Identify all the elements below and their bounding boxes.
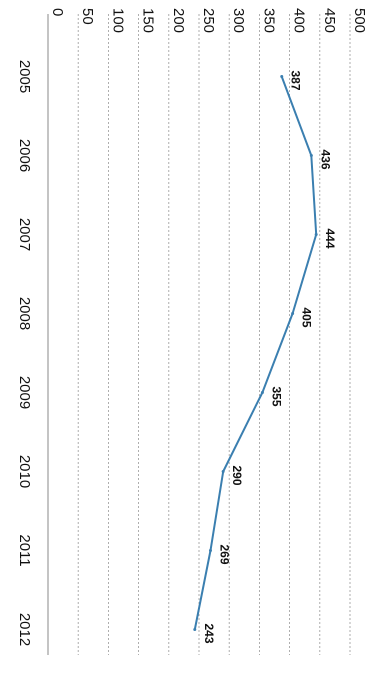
x-tick-label: 2011 xyxy=(16,534,33,566)
x-tick-label: 2012 xyxy=(16,613,33,646)
x-tick-label: 2007 xyxy=(16,218,33,251)
x-tick-label: 2006 xyxy=(16,139,33,172)
data-point xyxy=(221,470,225,473)
gridlines xyxy=(77,14,351,655)
x-tick-label: 2008 xyxy=(16,297,33,330)
y-tick-label: 150 xyxy=(140,8,157,33)
y-tick-label: 50 xyxy=(79,8,96,25)
data-label: 269 xyxy=(217,545,231,565)
y-tick-label: 250 xyxy=(200,8,217,33)
y-tick-label: 400 xyxy=(291,8,308,33)
x-tick-label: 2010 xyxy=(16,455,33,488)
data-point xyxy=(291,312,295,315)
data-point xyxy=(280,75,284,78)
y-tick-label: 350 xyxy=(260,8,277,33)
y-tick-label: 100 xyxy=(109,8,126,33)
data-label: 387 xyxy=(289,71,303,91)
data-label: 355 xyxy=(269,387,283,407)
y-tick-label: 450 xyxy=(321,8,338,33)
category-axis-ticks: 2005 2006 2007 2008 2009 2010 2011 2012 xyxy=(16,60,33,646)
value-axis-ticks: 0 50 100 150 200 250 300 350 400 450 500 xyxy=(49,8,368,33)
data-label: 243 xyxy=(202,624,216,644)
y-tick-label: 0 xyxy=(49,8,66,16)
series-line xyxy=(193,76,318,630)
data-point xyxy=(314,233,318,236)
y-tick-label: 300 xyxy=(230,8,247,33)
data-label: 436 xyxy=(318,150,332,170)
x-tick-label: 2005 xyxy=(16,60,33,93)
data-point xyxy=(260,391,264,394)
data-label: 290 xyxy=(230,466,244,486)
data-labels: 387 436 444 405 355 290 269 243 xyxy=(202,71,337,644)
data-label: 405 xyxy=(300,308,314,328)
data-point xyxy=(208,549,212,552)
x-tick-label: 2009 xyxy=(16,376,33,409)
y-tick-label: 200 xyxy=(170,8,187,33)
data-point xyxy=(193,628,197,631)
data-label: 444 xyxy=(323,229,337,249)
data-point xyxy=(309,154,313,157)
series-layer xyxy=(193,75,318,631)
y-tick-label: 500 xyxy=(351,8,368,33)
